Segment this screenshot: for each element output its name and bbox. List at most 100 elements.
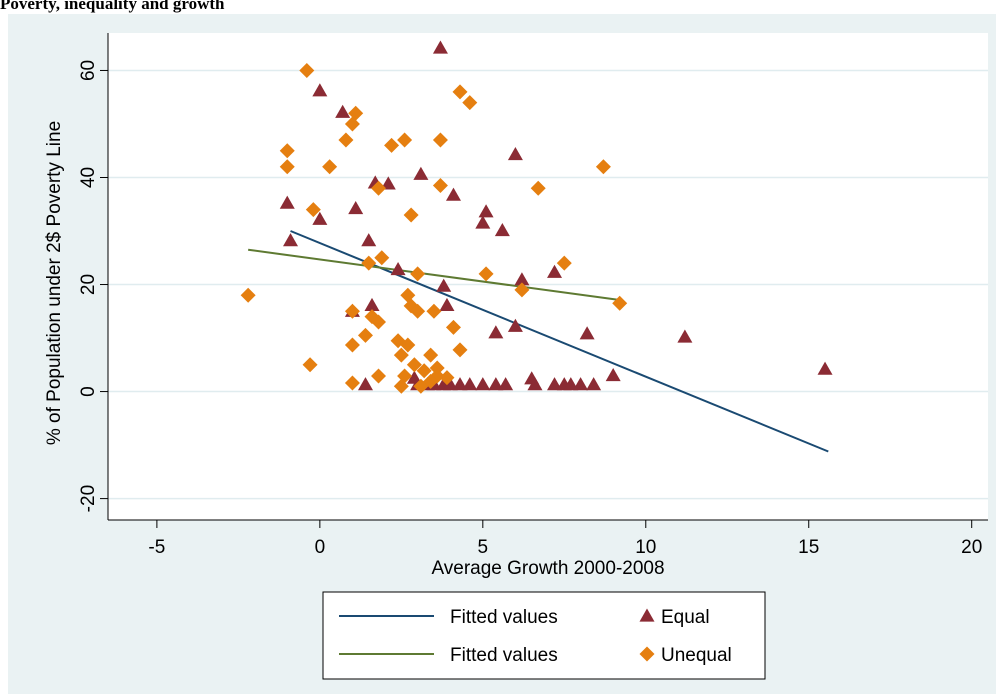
equal-point: [547, 264, 563, 278]
unequal-point: [305, 202, 321, 218]
equal-point: [514, 272, 530, 286]
axes: -20 0 20 40 60 -5 0 5 10 15 20: [78, 33, 988, 558]
legend-label: Equal: [661, 607, 710, 628]
unequal-point: [344, 116, 360, 132]
legend-label: Fitted values: [450, 607, 558, 628]
equal-point: [586, 377, 602, 391]
data-markers: [240, 40, 833, 394]
unequal-point: [240, 287, 256, 303]
unequal-point: [393, 378, 409, 394]
equal-point: [475, 215, 491, 229]
legend-label: Unequal: [661, 645, 732, 666]
equal-point: [445, 187, 461, 201]
unequal-point: [322, 159, 338, 175]
equal-point: [364, 297, 380, 312]
unequal-point: [429, 360, 445, 376]
unequal-point: [432, 132, 448, 148]
unequal-point: [302, 357, 318, 373]
unequal-point: [410, 303, 426, 319]
unequal-point: [445, 319, 461, 335]
unequal-point: [423, 347, 439, 363]
unequal-point: [371, 180, 387, 196]
y-tick-label: -20: [78, 485, 99, 512]
equal-point: [361, 233, 377, 247]
equal-point: [283, 233, 299, 247]
equal-point: [478, 204, 494, 218]
x-axis-title: Average Growth 2000-2008: [431, 558, 664, 579]
unequal-point: [439, 370, 455, 386]
x-tick-label: -5: [148, 537, 165, 558]
equal-point: [507, 146, 523, 161]
unequal-point: [452, 84, 468, 100]
legend: Fitted values Equal Fitted values Unequal: [322, 591, 766, 680]
equal-point: [436, 278, 452, 292]
unequal-point: [478, 266, 494, 282]
equal-point: [462, 377, 478, 391]
legend-diamond-key: [639, 646, 655, 662]
y-axis-title: % of Population under 2$ Poverty Line: [44, 121, 65, 445]
unequal-point: [406, 357, 422, 373]
x-tick-label: 10: [635, 537, 656, 558]
equal-point: [677, 329, 693, 343]
unequal-point: [279, 143, 295, 159]
equal-point: [547, 377, 563, 391]
equal-point: [432, 40, 448, 54]
unequal-point: [371, 368, 387, 384]
unequal-point: [299, 62, 315, 78]
y-tick-label: 0: [78, 386, 99, 397]
equal-point: [439, 297, 455, 312]
unequal-point: [400, 337, 416, 353]
equal-point: [563, 377, 579, 391]
unequal-point: [338, 132, 354, 148]
unequal-point: [344, 337, 360, 353]
equal-point: [494, 222, 510, 237]
unequal-point: [344, 375, 360, 391]
chart-title: Poverty, inequality and growth: [0, 0, 225, 13]
unequal-point: [426, 303, 442, 319]
unequal-point: [416, 363, 432, 379]
equal-point: [452, 377, 468, 391]
unequal-point: [361, 255, 377, 271]
unequal-point: [462, 95, 478, 111]
legend-box: [322, 591, 766, 680]
unequal-point: [279, 159, 295, 175]
equal-point: [279, 195, 295, 209]
equal-point: [817, 361, 833, 375]
unequal-point: [452, 342, 468, 358]
equal-point: [488, 325, 504, 339]
unequal-point: [397, 132, 413, 148]
unequal-point: [403, 207, 419, 223]
fitted-line: [248, 248, 620, 302]
equal-point: [413, 166, 429, 180]
equal-point: [507, 318, 523, 332]
unequal-point: [371, 314, 387, 330]
equal-point: [442, 377, 458, 391]
x-tick-label: 15: [798, 537, 819, 558]
unequal-point: [514, 282, 530, 298]
unequal-point: [357, 327, 373, 343]
equal-point: [390, 262, 406, 276]
unequal-point: [393, 347, 409, 363]
equal-point: [475, 377, 491, 391]
equal-point: [573, 377, 589, 391]
unequal-point: [413, 378, 429, 394]
equal-point: [380, 176, 396, 190]
equal-point: [312, 211, 328, 225]
equal-point: [335, 104, 351, 118]
equal-point: [527, 377, 543, 391]
x-tick-label: 20: [961, 537, 982, 558]
equal-point: [605, 368, 621, 382]
equal-point: [357, 377, 373, 391]
fitted-lines: [248, 230, 829, 453]
equal-point: [312, 83, 328, 97]
unequal-point: [530, 180, 546, 196]
x-tick-label: 0: [315, 537, 326, 558]
unequal-point: [556, 255, 572, 271]
equal-point: [348, 201, 364, 215]
unequal-point: [595, 159, 611, 175]
y-tick-label: 40: [78, 167, 99, 188]
equal-point: [579, 326, 595, 340]
unequal-point: [410, 266, 426, 282]
unequal-point: [432, 178, 448, 194]
